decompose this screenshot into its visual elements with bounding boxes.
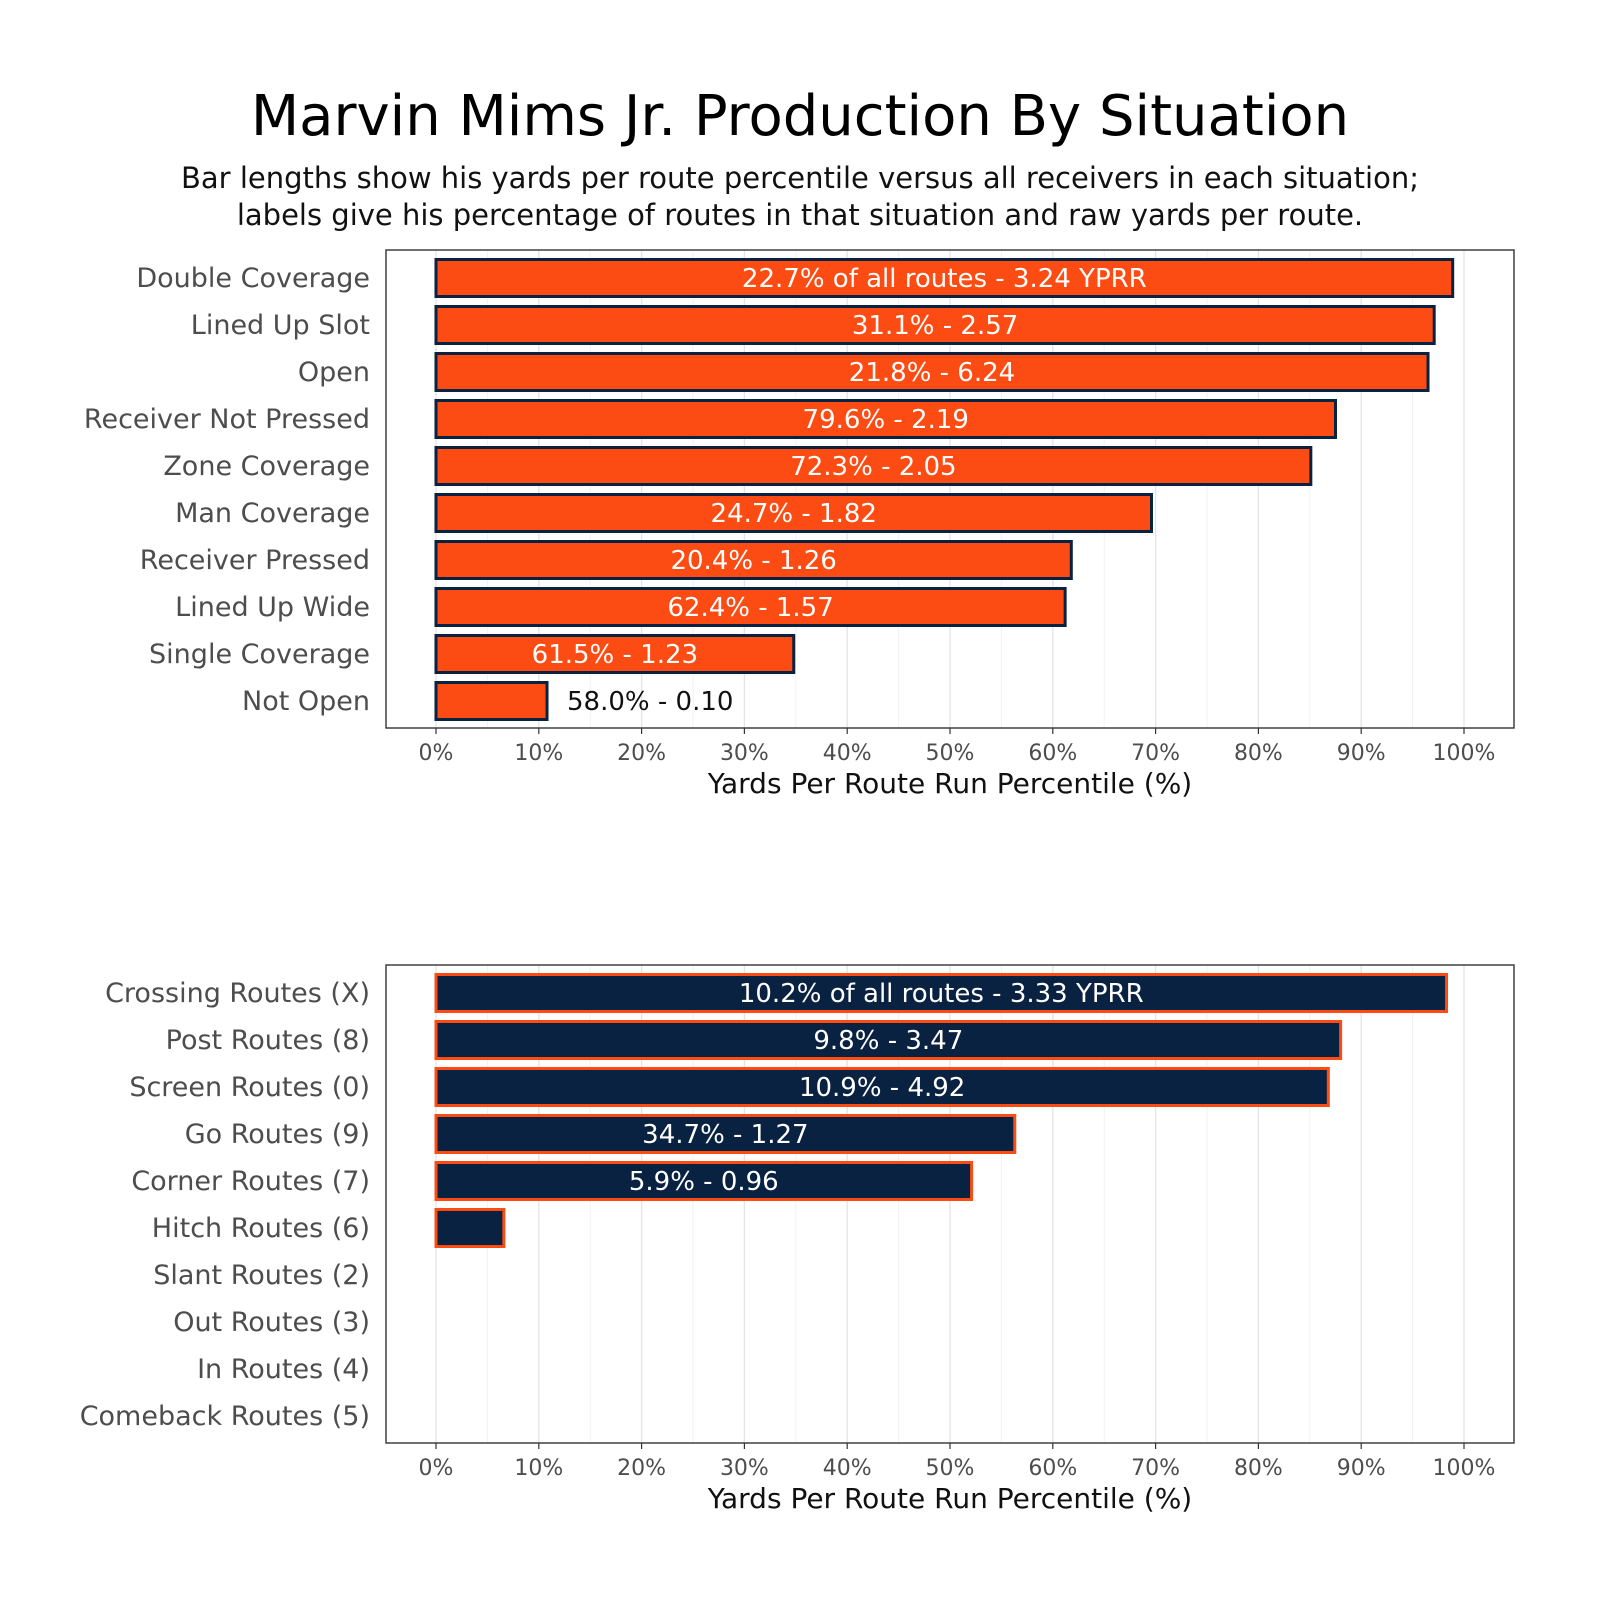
category-label: Open	[298, 357, 370, 388]
x-tick-label: 50%	[926, 741, 975, 766]
x-axis-label: Yards Per Route Run Percentile (%)	[707, 1482, 1192, 1515]
category-label: Screen Routes (0)	[129, 1072, 370, 1103]
data-label: 79.6% - 2.19	[803, 405, 969, 435]
x-tick-label: 80%	[1234, 741, 1283, 766]
data-label: 5.9% - 0.96	[629, 1167, 779, 1197]
data-label: 10.9% - 4.92	[799, 1073, 965, 1103]
category-label: Zone Coverage	[163, 451, 370, 482]
x-tick-label: 20%	[617, 1456, 666, 1481]
data-label: 58.0% - 0.10	[567, 687, 733, 717]
bar	[434, 352, 1430, 392]
x-tick-label: 40%	[823, 1456, 872, 1481]
data-label: 20.4% - 1.26	[670, 546, 836, 576]
data-label: 24.7% - 1.82	[711, 499, 877, 529]
x-tick-label: 70%	[1131, 1456, 1180, 1481]
x-tick-label: 60%	[1028, 741, 1077, 766]
chart-subtitle: Bar lengths show his yards per route per…	[0, 160, 1600, 234]
x-tick-label: 90%	[1337, 1456, 1386, 1481]
x-tick-label: 20%	[617, 741, 666, 766]
bar	[434, 587, 1067, 627]
category-label: Lined Up Slot	[191, 310, 370, 341]
category-label: Not Open	[242, 686, 370, 717]
chart-title: Marvin Mims Jr. Production By Situation	[250, 84, 1350, 149]
data-label: 31.1% - 2.57	[852, 311, 1018, 341]
category-label: Crossing Routes (X)	[105, 978, 370, 1009]
category-label: Receiver Not Pressed	[84, 404, 370, 435]
subtitle-line-2: labels give his percentage of routes in …	[236, 198, 1364, 232]
category-label: Corner Routes (7)	[131, 1166, 370, 1197]
bar	[434, 399, 1337, 439]
x-tick-label: 10%	[514, 1456, 563, 1481]
category-label: Double Coverage	[136, 263, 370, 294]
category-label: Slant Routes (2)	[153, 1260, 370, 1291]
bar	[434, 1114, 1017, 1154]
x-tick-label: 40%	[823, 741, 872, 766]
x-tick-label: 30%	[720, 1456, 769, 1481]
x-tick-label: 100%	[1433, 741, 1496, 766]
bar	[434, 446, 1313, 486]
x-tick-label: 10%	[514, 741, 563, 766]
bar	[434, 1067, 1330, 1107]
bar	[434, 540, 1073, 580]
bar	[434, 493, 1153, 533]
bar	[434, 973, 1449, 1013]
category-label: Post Routes (8)	[166, 1025, 370, 1056]
bar	[434, 305, 1436, 345]
x-axis-label: Yards Per Route Run Percentile (%)	[707, 767, 1192, 800]
category-label: Out Routes (3)	[173, 1307, 370, 1338]
data-label: 9.8% - 3.47	[813, 1026, 963, 1056]
bar	[434, 634, 796, 674]
bar	[434, 1020, 1343, 1060]
x-tick-label: 30%	[720, 741, 769, 766]
category-label: Man Coverage	[175, 498, 370, 529]
x-tick-label: 50%	[926, 1456, 975, 1481]
x-tick-label: 60%	[1028, 1456, 1077, 1481]
category-label: Single Coverage	[149, 639, 370, 670]
data-label: 62.4% - 1.57	[667, 593, 833, 623]
route-type-bar-chart: Crossing Routes (X) 10.2% of all routes -…	[80, 964, 1515, 1515]
category-label: Hitch Routes (6)	[152, 1213, 370, 1244]
data-label: 10.2% of all routes - 3.33 YPRR	[739, 979, 1144, 1009]
x-tick-label: 100%	[1433, 1456, 1496, 1481]
bar	[434, 681, 549, 721]
x-tick-label: 90%	[1337, 741, 1386, 766]
data-label: 34.7% - 1.27	[642, 1120, 808, 1150]
bar	[434, 1208, 506, 1248]
x-tick-label: 80%	[1234, 1456, 1283, 1481]
data-label: 22.7% of all routes - 3.24 YPRR	[742, 264, 1147, 294]
bar	[434, 258, 1455, 298]
x-tick-label: 70%	[1131, 741, 1180, 766]
category-label: Receiver Pressed	[140, 545, 370, 576]
data-label: 61.5% - 1.23	[532, 640, 698, 670]
category-label: Go Routes (9)	[185, 1119, 370, 1150]
category-label: In Routes (4)	[197, 1354, 370, 1385]
data-label: 72.3% - 2.05	[790, 452, 956, 482]
x-tick-label: 0%	[419, 1456, 454, 1481]
category-label: Comeback Routes (5)	[80, 1401, 370, 1432]
subtitle-line-1: Bar lengths show his yards per route per…	[181, 161, 1419, 195]
x-tick-label: 0%	[419, 741, 454, 766]
situation-bar-chart: Double Coverage 22.7% of all routes - 3.2…	[84, 249, 1515, 800]
data-label: 21.8% - 6.24	[849, 358, 1015, 388]
bar	[434, 1161, 974, 1201]
category-label: Lined Up Wide	[175, 592, 370, 623]
